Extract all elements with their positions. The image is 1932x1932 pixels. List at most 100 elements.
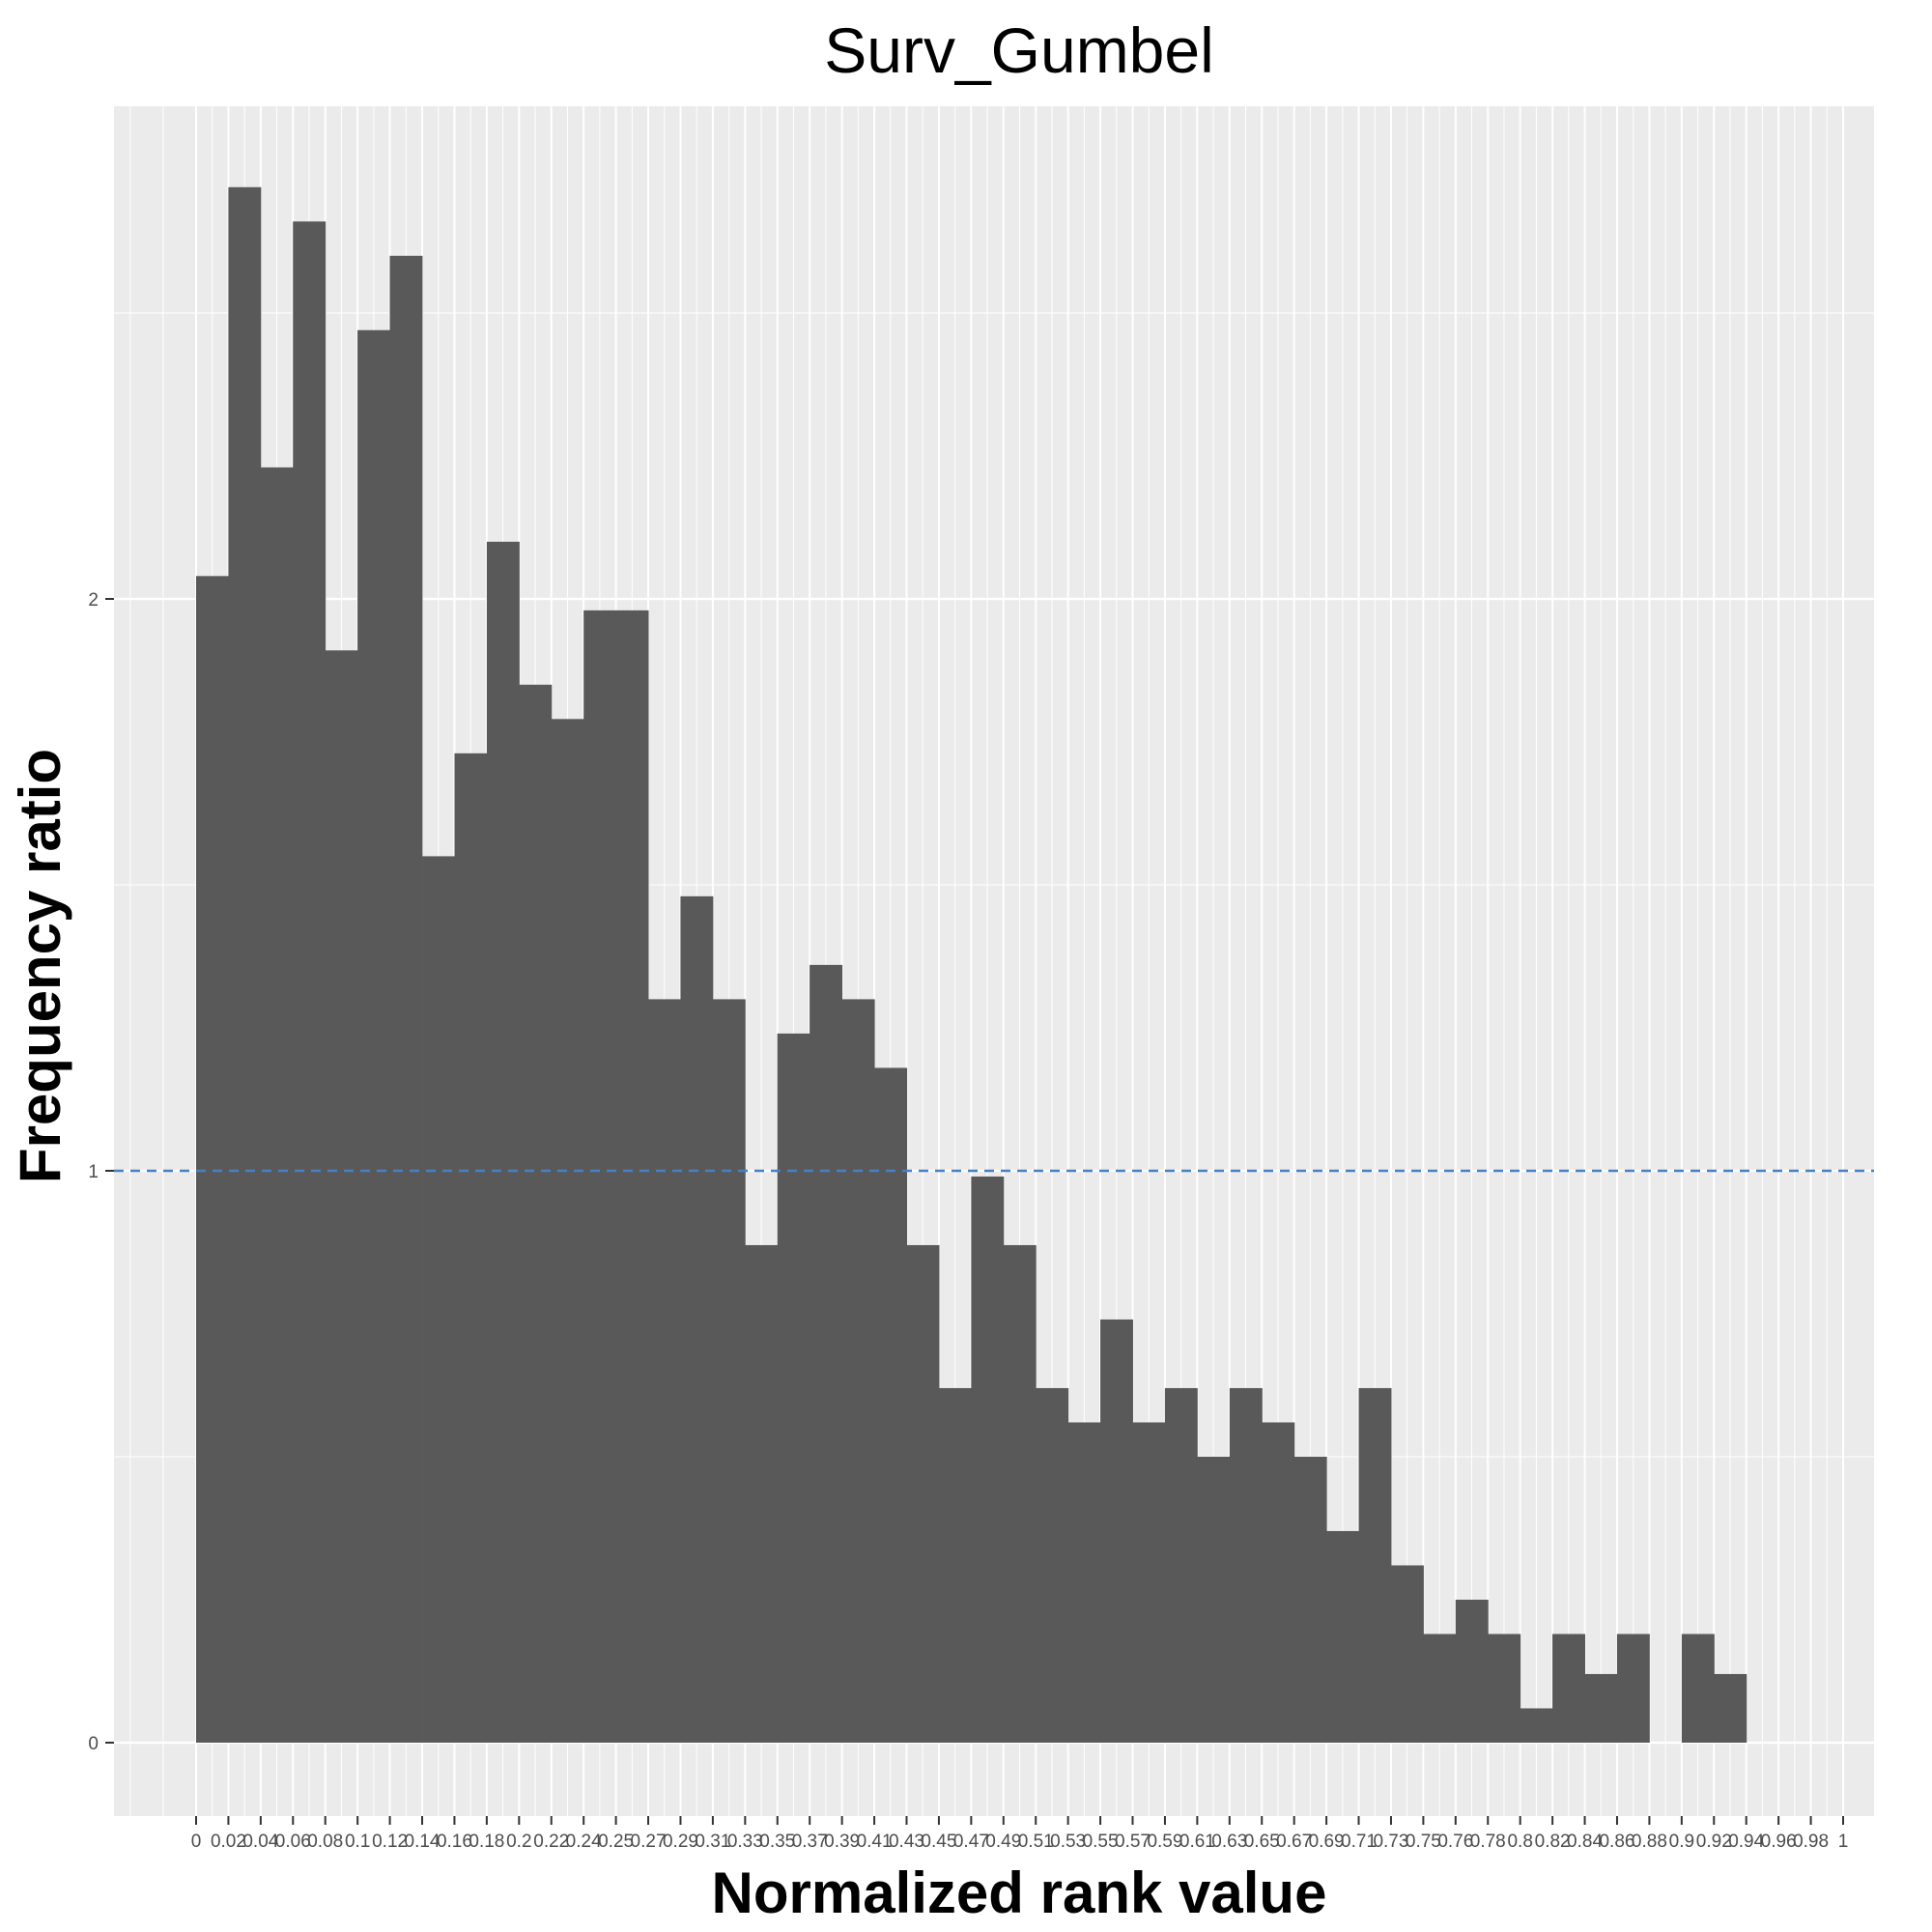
x-tick-label: 0.76 (1437, 1832, 1473, 1852)
histogram-bar (551, 719, 584, 1743)
histogram-bar (1616, 1634, 1650, 1743)
x-tick-label: 0.33 (727, 1832, 763, 1852)
x-tick-label: 0.92 (1696, 1832, 1732, 1852)
y-axis-title: Frequency ratio (8, 749, 72, 1183)
histogram-bar (357, 329, 391, 1743)
histogram-bar (745, 1244, 779, 1743)
x-tick-label: 0.98 (1793, 1832, 1829, 1852)
x-tick-label: 0.27 (631, 1832, 667, 1852)
histogram-bar (712, 999, 746, 1743)
x-tick-label: 0.86 (1599, 1832, 1634, 1852)
histogram-bar (519, 684, 553, 1743)
x-tick-label: 0.16 (437, 1832, 472, 1852)
x-tick-label: 0.65 (1244, 1832, 1280, 1852)
x-tick-label: 0.8 (1507, 1832, 1532, 1852)
histogram-bar (1358, 1387, 1392, 1743)
x-tick-label: 0.67 (1276, 1832, 1312, 1852)
x-tick-label: 0.61 (1179, 1832, 1215, 1852)
histogram-bar (1262, 1422, 1295, 1743)
histogram-bar (971, 1176, 1005, 1743)
bars (196, 186, 1747, 1744)
histogram-bar (260, 467, 294, 1744)
x-tick-label: 1 (1838, 1832, 1849, 1852)
histogram-bar (228, 186, 262, 1743)
histogram-bar (1714, 1673, 1747, 1743)
x-tick-label: 0.69 (1309, 1832, 1345, 1852)
x-tick-label: 0.12 (372, 1832, 408, 1852)
histogram-bar (938, 1387, 972, 1743)
histogram-bar (1100, 1319, 1133, 1743)
x-tick-label: 0.39 (824, 1832, 860, 1852)
histogram-bar (648, 999, 681, 1743)
histogram-bar (1390, 1565, 1424, 1743)
x-tick-label: 0.75 (1406, 1832, 1441, 1852)
histogram-bar (1423, 1634, 1457, 1743)
histogram-bar (583, 610, 617, 1743)
x-tick-label: 0.22 (533, 1832, 569, 1852)
x-tick-label: 0.47 (953, 1832, 989, 1852)
x-tick-label: 0.53 (1050, 1832, 1086, 1852)
x-tick-label: 0.73 (1373, 1832, 1408, 1852)
histogram-bar (1584, 1673, 1618, 1743)
histogram-bar (1229, 1387, 1263, 1743)
x-axis-title: Normalized rank value (712, 1861, 1327, 1925)
x-tick-label: 0.57 (1115, 1832, 1151, 1852)
histogram-bar (293, 221, 327, 1743)
y-tick-label: 0 (88, 1734, 99, 1754)
histogram-bar (1552, 1634, 1585, 1743)
x-tick-label: 0.14 (405, 1832, 440, 1852)
x-tick-label: 0.63 (1211, 1832, 1247, 1852)
histogram-bar (486, 541, 520, 1743)
x-tick-label: 0.49 (985, 1832, 1021, 1852)
x-tick-label: 0.84 (1567, 1832, 1603, 1852)
x-tick-label: 0.71 (1341, 1832, 1377, 1852)
x-tick-label: 0.31 (695, 1832, 730, 1852)
histogram-bar (777, 1033, 810, 1743)
histogram-bar (1197, 1457, 1231, 1743)
x-tick-label: 0.96 (1761, 1832, 1797, 1852)
x-axis-ticks: 0 0.020.040.060.08 0.1 0.120.140.160.18 0.2 0… (191, 1816, 1849, 1852)
histogram-bar (325, 650, 358, 1743)
x-tick-label: 0.55 (1083, 1832, 1119, 1852)
histogram-bar (389, 255, 423, 1743)
histogram-bar (422, 856, 456, 1743)
y-tick-label: 1 (88, 1162, 99, 1182)
y-axis-ticks: 0 1 2 (88, 590, 114, 1754)
histogram-bar (1455, 1600, 1489, 1743)
histogram-bar (1520, 1708, 1553, 1743)
x-tick-label: 0.45 (921, 1832, 956, 1852)
x-tick-label: 0.78 (1470, 1832, 1506, 1852)
x-tick-label: 0.24 (566, 1832, 602, 1852)
histogram-bar (1132, 1422, 1166, 1743)
x-tick-label: 0.2 (506, 1832, 531, 1852)
x-tick-label: 0.06 (275, 1832, 311, 1852)
x-tick-label: 0.43 (889, 1832, 924, 1852)
x-tick-label: 0.88 (1632, 1832, 1667, 1852)
histogram-bar (1326, 1530, 1360, 1743)
histogram-bar (906, 1244, 940, 1743)
x-tick-label: 0.1 (345, 1832, 370, 1852)
histogram-bar (1003, 1244, 1037, 1743)
x-tick-label: 0.18 (469, 1832, 504, 1852)
histogram-bar (1293, 1457, 1327, 1743)
y-tick-label: 2 (88, 590, 99, 611)
x-tick-label: 0.02 (211, 1832, 246, 1852)
histogram-bar (874, 1067, 908, 1743)
histogram-bar (454, 753, 488, 1743)
histogram-bar (196, 576, 229, 1743)
histogram-bar (841, 999, 875, 1743)
histogram-bar (680, 895, 714, 1743)
x-tick-label: 0.51 (1018, 1832, 1054, 1852)
x-tick-label: 0.37 (792, 1832, 828, 1852)
x-tick-label: 0.9 (1669, 1832, 1694, 1852)
x-tick-label: 0.82 (1535, 1832, 1571, 1852)
x-tick-label: 0.29 (663, 1832, 698, 1852)
x-tick-label: 0.35 (759, 1832, 795, 1852)
x-tick-label: 0.41 (857, 1832, 893, 1852)
histogram-bar (1036, 1387, 1069, 1743)
histogram-bar (615, 610, 649, 1743)
x-tick-label: 0.25 (598, 1832, 634, 1852)
chart-title: Surv_Gumbel (824, 14, 1214, 86)
x-tick-label: 0.94 (1728, 1832, 1764, 1852)
